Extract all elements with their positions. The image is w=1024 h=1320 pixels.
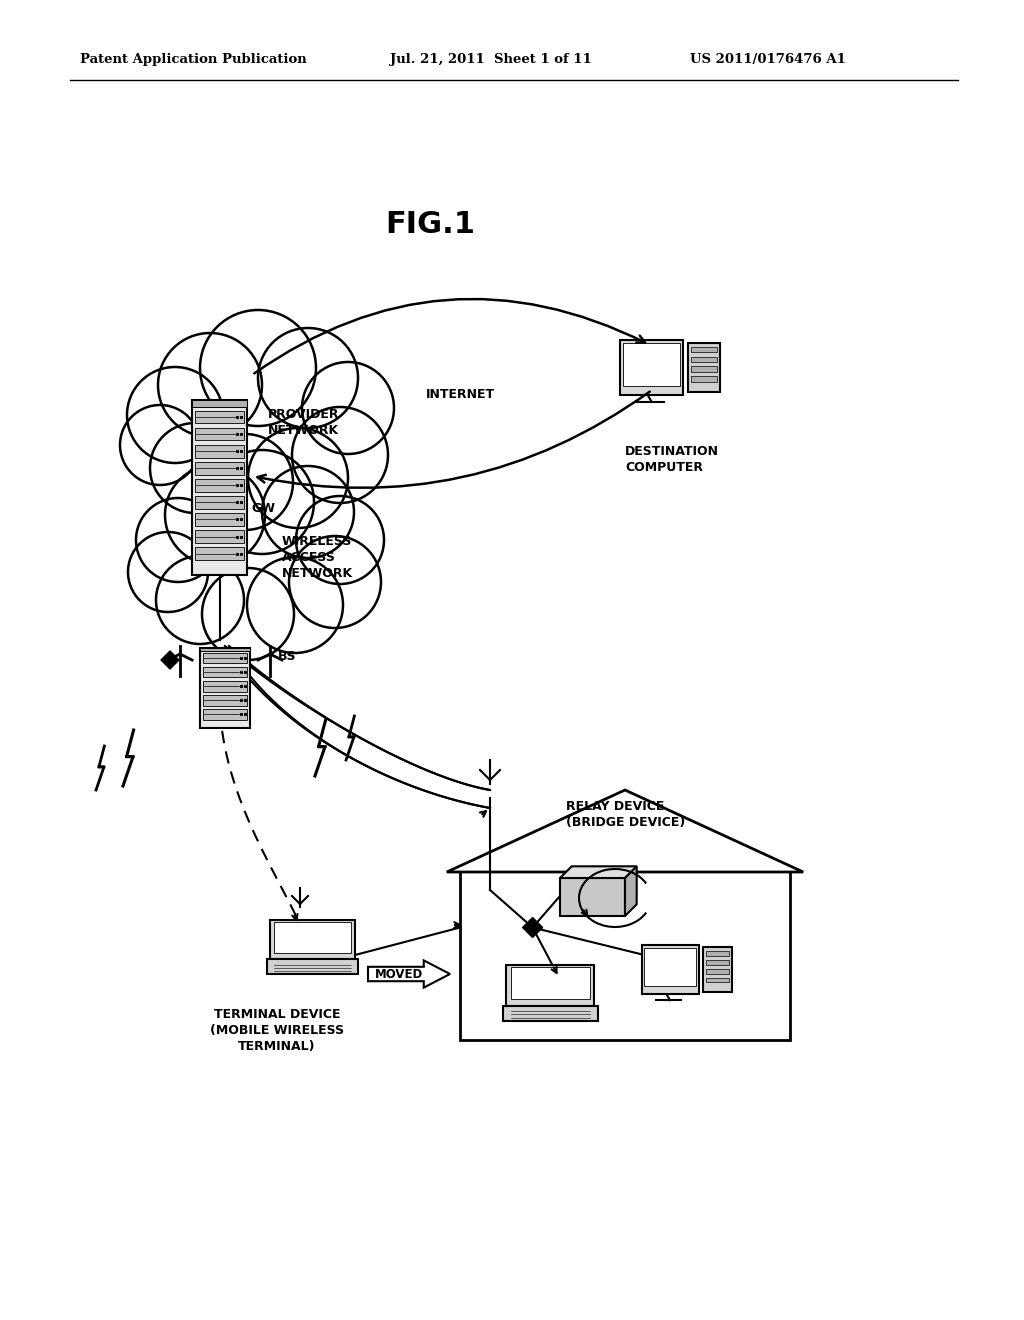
Bar bbox=[196, 531, 244, 543]
Bar bbox=[641, 945, 698, 994]
Bar bbox=[460, 870, 790, 1040]
Text: Patent Application Publication: Patent Application Publication bbox=[80, 54, 307, 66]
Bar bbox=[200, 648, 250, 729]
Circle shape bbox=[120, 405, 200, 484]
Bar bbox=[707, 978, 729, 982]
Text: BS: BS bbox=[278, 649, 297, 663]
Bar bbox=[196, 445, 244, 458]
FancyArrowPatch shape bbox=[254, 298, 645, 374]
Bar bbox=[688, 343, 720, 392]
Circle shape bbox=[202, 568, 294, 660]
Bar bbox=[196, 496, 244, 510]
Bar bbox=[620, 341, 683, 395]
Circle shape bbox=[247, 557, 343, 653]
Bar bbox=[203, 653, 247, 664]
Polygon shape bbox=[625, 866, 637, 916]
Bar bbox=[691, 356, 717, 362]
Text: TERMINAL DEVICE
(MOBILE WIRELESS
TERMINAL): TERMINAL DEVICE (MOBILE WIRELESS TERMINA… bbox=[210, 1008, 344, 1053]
Circle shape bbox=[292, 407, 388, 503]
Bar bbox=[644, 948, 695, 986]
Circle shape bbox=[128, 532, 208, 612]
Circle shape bbox=[289, 536, 381, 628]
Bar bbox=[707, 969, 729, 974]
Circle shape bbox=[200, 310, 316, 426]
Bar bbox=[691, 367, 717, 372]
Bar bbox=[707, 950, 729, 956]
Circle shape bbox=[296, 496, 384, 583]
Bar bbox=[196, 513, 244, 525]
Polygon shape bbox=[446, 789, 803, 873]
Bar bbox=[196, 462, 244, 475]
Circle shape bbox=[248, 428, 348, 528]
Circle shape bbox=[136, 498, 220, 582]
Bar bbox=[203, 667, 247, 677]
Bar bbox=[703, 948, 732, 991]
Bar bbox=[266, 960, 358, 974]
FancyArrowPatch shape bbox=[257, 392, 650, 488]
Bar bbox=[624, 343, 680, 387]
Polygon shape bbox=[560, 866, 637, 878]
Bar bbox=[203, 709, 247, 719]
Text: INTERNET: INTERNET bbox=[425, 388, 495, 401]
FancyArrow shape bbox=[368, 961, 450, 987]
Bar bbox=[193, 400, 247, 576]
Polygon shape bbox=[522, 917, 543, 937]
Bar bbox=[506, 965, 594, 1006]
Bar bbox=[203, 681, 247, 692]
Bar bbox=[193, 400, 247, 407]
Bar bbox=[200, 648, 250, 651]
Bar bbox=[270, 920, 355, 960]
Circle shape bbox=[210, 450, 314, 554]
Bar bbox=[503, 1006, 598, 1020]
Polygon shape bbox=[161, 651, 179, 669]
Bar bbox=[203, 696, 247, 706]
Bar bbox=[691, 347, 717, 352]
Bar bbox=[274, 923, 351, 953]
Bar bbox=[691, 376, 717, 381]
Circle shape bbox=[258, 327, 358, 428]
Circle shape bbox=[158, 333, 262, 437]
Circle shape bbox=[165, 465, 265, 565]
Bar bbox=[196, 428, 244, 441]
Bar bbox=[511, 968, 590, 999]
Bar bbox=[560, 878, 625, 916]
Bar bbox=[196, 479, 244, 492]
Text: MOVED: MOVED bbox=[375, 968, 423, 981]
Circle shape bbox=[302, 362, 394, 454]
Text: FIG.1: FIG.1 bbox=[385, 210, 475, 239]
Text: DESTINATION
COMPUTER: DESTINATION COMPUTER bbox=[625, 445, 719, 474]
Bar bbox=[196, 411, 244, 424]
Circle shape bbox=[127, 367, 223, 463]
Bar bbox=[707, 960, 729, 965]
Circle shape bbox=[197, 434, 293, 531]
Bar bbox=[196, 548, 244, 560]
Circle shape bbox=[156, 556, 244, 644]
Text: US 2011/0176476 A1: US 2011/0176476 A1 bbox=[690, 54, 846, 66]
Text: GW: GW bbox=[251, 502, 275, 515]
Text: Jul. 21, 2011  Sheet 1 of 11: Jul. 21, 2011 Sheet 1 of 11 bbox=[390, 54, 592, 66]
Circle shape bbox=[262, 466, 354, 558]
Text: RELAY DEVICE
(BRIDGE DEVICE): RELAY DEVICE (BRIDGE DEVICE) bbox=[565, 800, 685, 829]
Text: WIRELESS
ACCESS
NETWORK: WIRELESS ACCESS NETWORK bbox=[282, 535, 353, 579]
Circle shape bbox=[150, 422, 240, 513]
Text: PROVIDER
NETWORK: PROVIDER NETWORK bbox=[268, 408, 340, 437]
